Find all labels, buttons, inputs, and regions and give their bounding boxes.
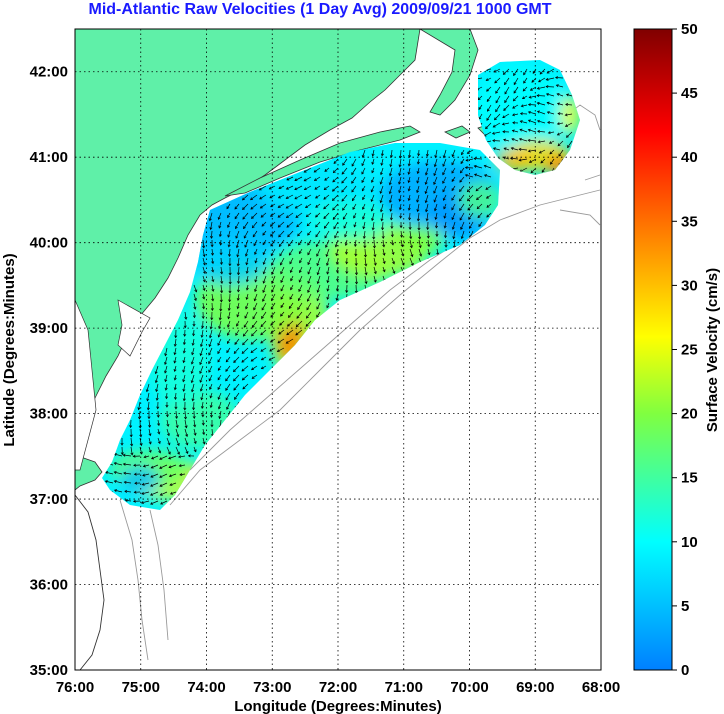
colorbar-tick-label: 10 [681,534,698,551]
coast-nc [75,494,105,670]
latitude-tick-label: 42:00 [30,64,68,81]
colorbar-tick-label: 25 [681,342,698,359]
colorbar-tick-label: 0 [681,662,689,679]
latitude-ticks: 42:00 41:00 40:00 39:00 38:00 37:00 36:00 35:00 [30,64,68,679]
latitude-tick-label: 37:00 [30,491,68,508]
colorbar-tick-label: 20 [681,406,698,423]
longitude-tick-label: 68:00 [582,679,620,696]
longitude-tick-label: 69:00 [516,679,554,696]
colorbar-tick-label: 50 [681,21,698,38]
colorbar-tick-label: 30 [681,277,698,294]
land-mainland [75,29,421,431]
x-axis-label: Longitude (Degrees:Minutes) [234,698,442,714]
colorbar-tick-label: 40 [681,149,698,166]
longitude-tick-label: 75:00 [122,679,160,696]
land-long-island [224,125,421,197]
colorbar-tick-label: 45 [681,85,698,102]
colorbar-tick-label: 15 [681,470,698,487]
latitude-tick-label: 41:00 [30,149,68,166]
colorbar-gradient [633,28,673,671]
colorbar-tick-label: 5 [681,598,689,615]
longitude-tick-label: 72:00 [319,679,357,696]
colorbar-label: Surface Velocity (cm/s) [704,268,721,432]
longitude-tick-label: 74:00 [187,679,225,696]
longitude-ticks: 76:00 75:00 74:00 73:00 72:00 71:00 70:00 69:00… [56,679,620,696]
latitude-tick-label: 39:00 [30,320,68,337]
velocity-field [102,60,580,510]
longitude-tick-label: 76:00 [56,679,94,696]
y-axis-label: Latitude (Degrees:Minutes) [1,253,18,446]
chesapeake-bay [75,299,97,471]
latitude-tick-label: 35:00 [30,662,68,679]
longitude-tick-label: 70:00 [450,679,488,696]
map-grid [75,29,601,670]
plot-frame [74,28,602,671]
colorbar-tick-label: 35 [681,213,698,230]
longitude-tick-label: 73:00 [253,679,291,696]
latitude-tick-label: 36:00 [30,577,68,594]
latitude-tick-label: 40:00 [30,235,68,252]
latitude-tick-label: 38:00 [30,406,68,423]
land-cape-cod [419,29,479,116]
map-title: Mid-Atlantic Raw Velocities (1 Day Avg) … [88,1,552,18]
bathymetry-contour [119,104,601,661]
longitude-tick-label: 71:00 [385,679,423,696]
